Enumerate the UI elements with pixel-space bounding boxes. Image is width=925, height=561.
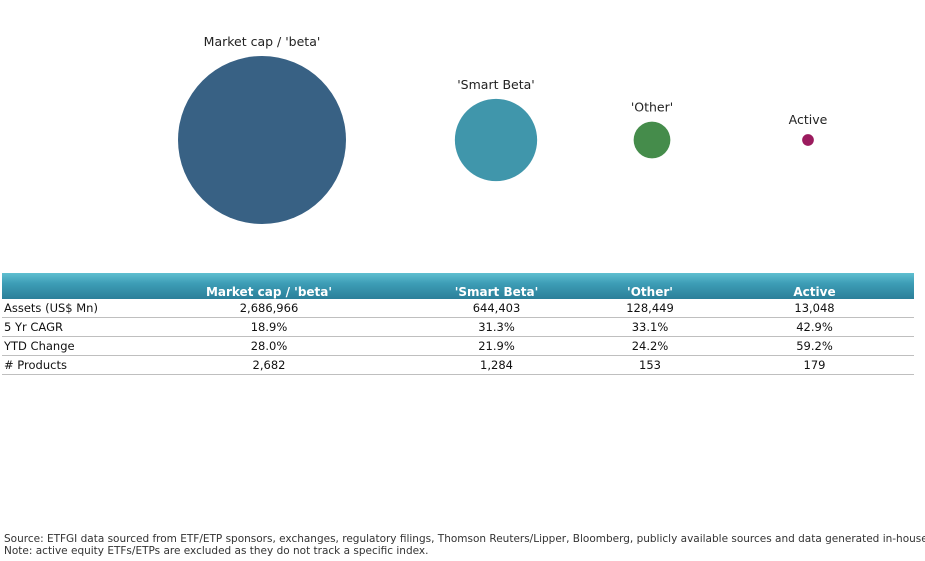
table-row: YTD Change 28.0% 21.9% 24.2% 59.2% — [2, 336, 914, 356]
row-label: Assets (US$ Mn) — [2, 299, 130, 318]
source-footnote: Source: ETFGI data sourced from ETF/ETP … — [4, 533, 925, 545]
table-cell: 42.9% — [715, 317, 914, 337]
table-cell: 24.2% — [585, 336, 715, 356]
summary-table: Market cap / 'beta' 'Smart Beta' 'Other'… — [2, 273, 914, 375]
header-cell-other: 'Other' — [627, 285, 673, 299]
table-cell: 153 — [585, 355, 715, 375]
header-cell-market-cap-beta: Market cap / 'beta' — [205, 285, 333, 299]
row-label: # Products — [2, 355, 130, 375]
bubble-2 — [633, 121, 671, 159]
bubble-3 — [802, 134, 814, 146]
table-cell: 21.9% — [408, 336, 585, 356]
table-cell: 1,284 — [408, 355, 585, 375]
table-cell: 18.9% — [130, 317, 408, 337]
table-cell: 179 — [715, 355, 914, 375]
table-cell: 59.2% — [715, 336, 914, 356]
table-row: # Products 2,682 1,284 153 179 — [2, 355, 914, 375]
bubble-label-2: 'Other' — [631, 100, 673, 115]
table-cell: 28.0% — [130, 336, 408, 356]
header-cell-smart-beta: 'Smart Beta' — [454, 285, 539, 299]
bubble-label-1: 'Smart Beta' — [457, 77, 534, 92]
table-cell: 13,048 — [715, 299, 914, 318]
note-footnote: Note: active equity ETFs/ETPs are exclud… — [4, 545, 429, 557]
bubble-1 — [454, 98, 538, 182]
bubble-chart: Market cap / 'beta' 'Smart Beta' 'Other' Ac… — [178, 34, 828, 224]
table-cell: 2,686,966 — [130, 299, 408, 318]
table-cell: 31.3% — [408, 317, 585, 337]
table-header-row: Market cap / 'beta' 'Smart Beta' 'Other'… — [2, 273, 914, 299]
bubble-0 — [178, 56, 346, 224]
table-cell: 2,682 — [130, 355, 408, 375]
row-label: YTD Change — [2, 336, 130, 356]
table-row: 5 Yr CAGR 18.9% 31.3% 33.1% 42.9% — [2, 317, 914, 337]
table-cell: 33.1% — [585, 317, 715, 337]
bubble-label-3: Active — [789, 112, 828, 127]
table-cell: 128,449 — [585, 299, 715, 318]
table-row: Assets (US$ Mn) 2,686,966 644,403 128,44… — [2, 299, 914, 318]
header-cell-active: Active — [793, 285, 836, 299]
bubble-label-0: Market cap / 'beta' — [204, 34, 321, 49]
header-cell-blank — [2, 273, 130, 299]
table-cell: 644,403 — [408, 299, 585, 318]
row-label: 5 Yr CAGR — [2, 317, 130, 337]
